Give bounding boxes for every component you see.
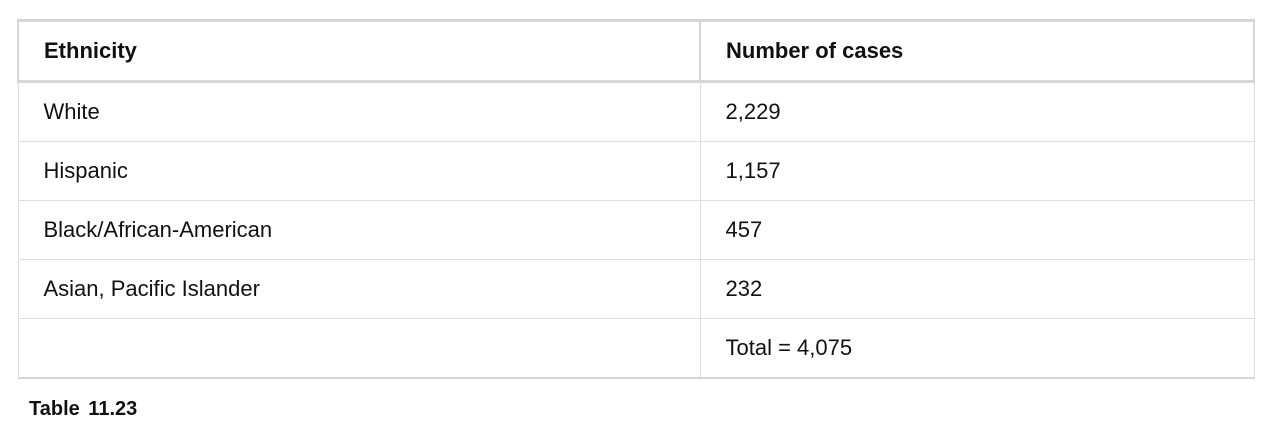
cell-ethnicity: Black/African-American [17, 200, 701, 260]
ethnicity-cases-table: Ethnicity Number of cases White 2,229 Hi… [17, 19, 1255, 379]
table-row: Hispanic 1,157 [17, 141, 1255, 201]
cell-number-of-cases: 2,229 [699, 81, 1255, 142]
table-header: Ethnicity Number of cases [17, 19, 1255, 83]
cell-number-of-cases: 1,157 [699, 141, 1255, 201]
table-row: Black/African-American 457 [17, 200, 1255, 260]
cell-ethnicity: Hispanic [17, 141, 701, 201]
header-ethnicity: Ethnicity [17, 19, 701, 83]
table-row-total: Total = 4,075 [17, 318, 1255, 379]
table-row: White 2,229 [17, 81, 1255, 142]
data-table-container: Ethnicity Number of cases White 2,229 Hi… [17, 19, 1255, 379]
cell-number-of-cases: 457 [699, 200, 1255, 260]
table-body: White 2,229 Hispanic 1,157 Black/African… [17, 81, 1255, 379]
header-number-of-cases: Number of cases [699, 19, 1255, 83]
table-row: Asian, Pacific Islander 232 [17, 259, 1255, 319]
cell-total: Total = 4,075 [699, 318, 1255, 379]
cell-number-of-cases: 232 [699, 259, 1255, 319]
cell-ethnicity: White [17, 81, 701, 142]
header-row: Ethnicity Number of cases [17, 19, 1255, 83]
cell-empty [17, 318, 701, 379]
table-caption: Table 11.23 [29, 398, 138, 420]
cell-ethnicity: Asian, Pacific Islander [17, 259, 701, 319]
